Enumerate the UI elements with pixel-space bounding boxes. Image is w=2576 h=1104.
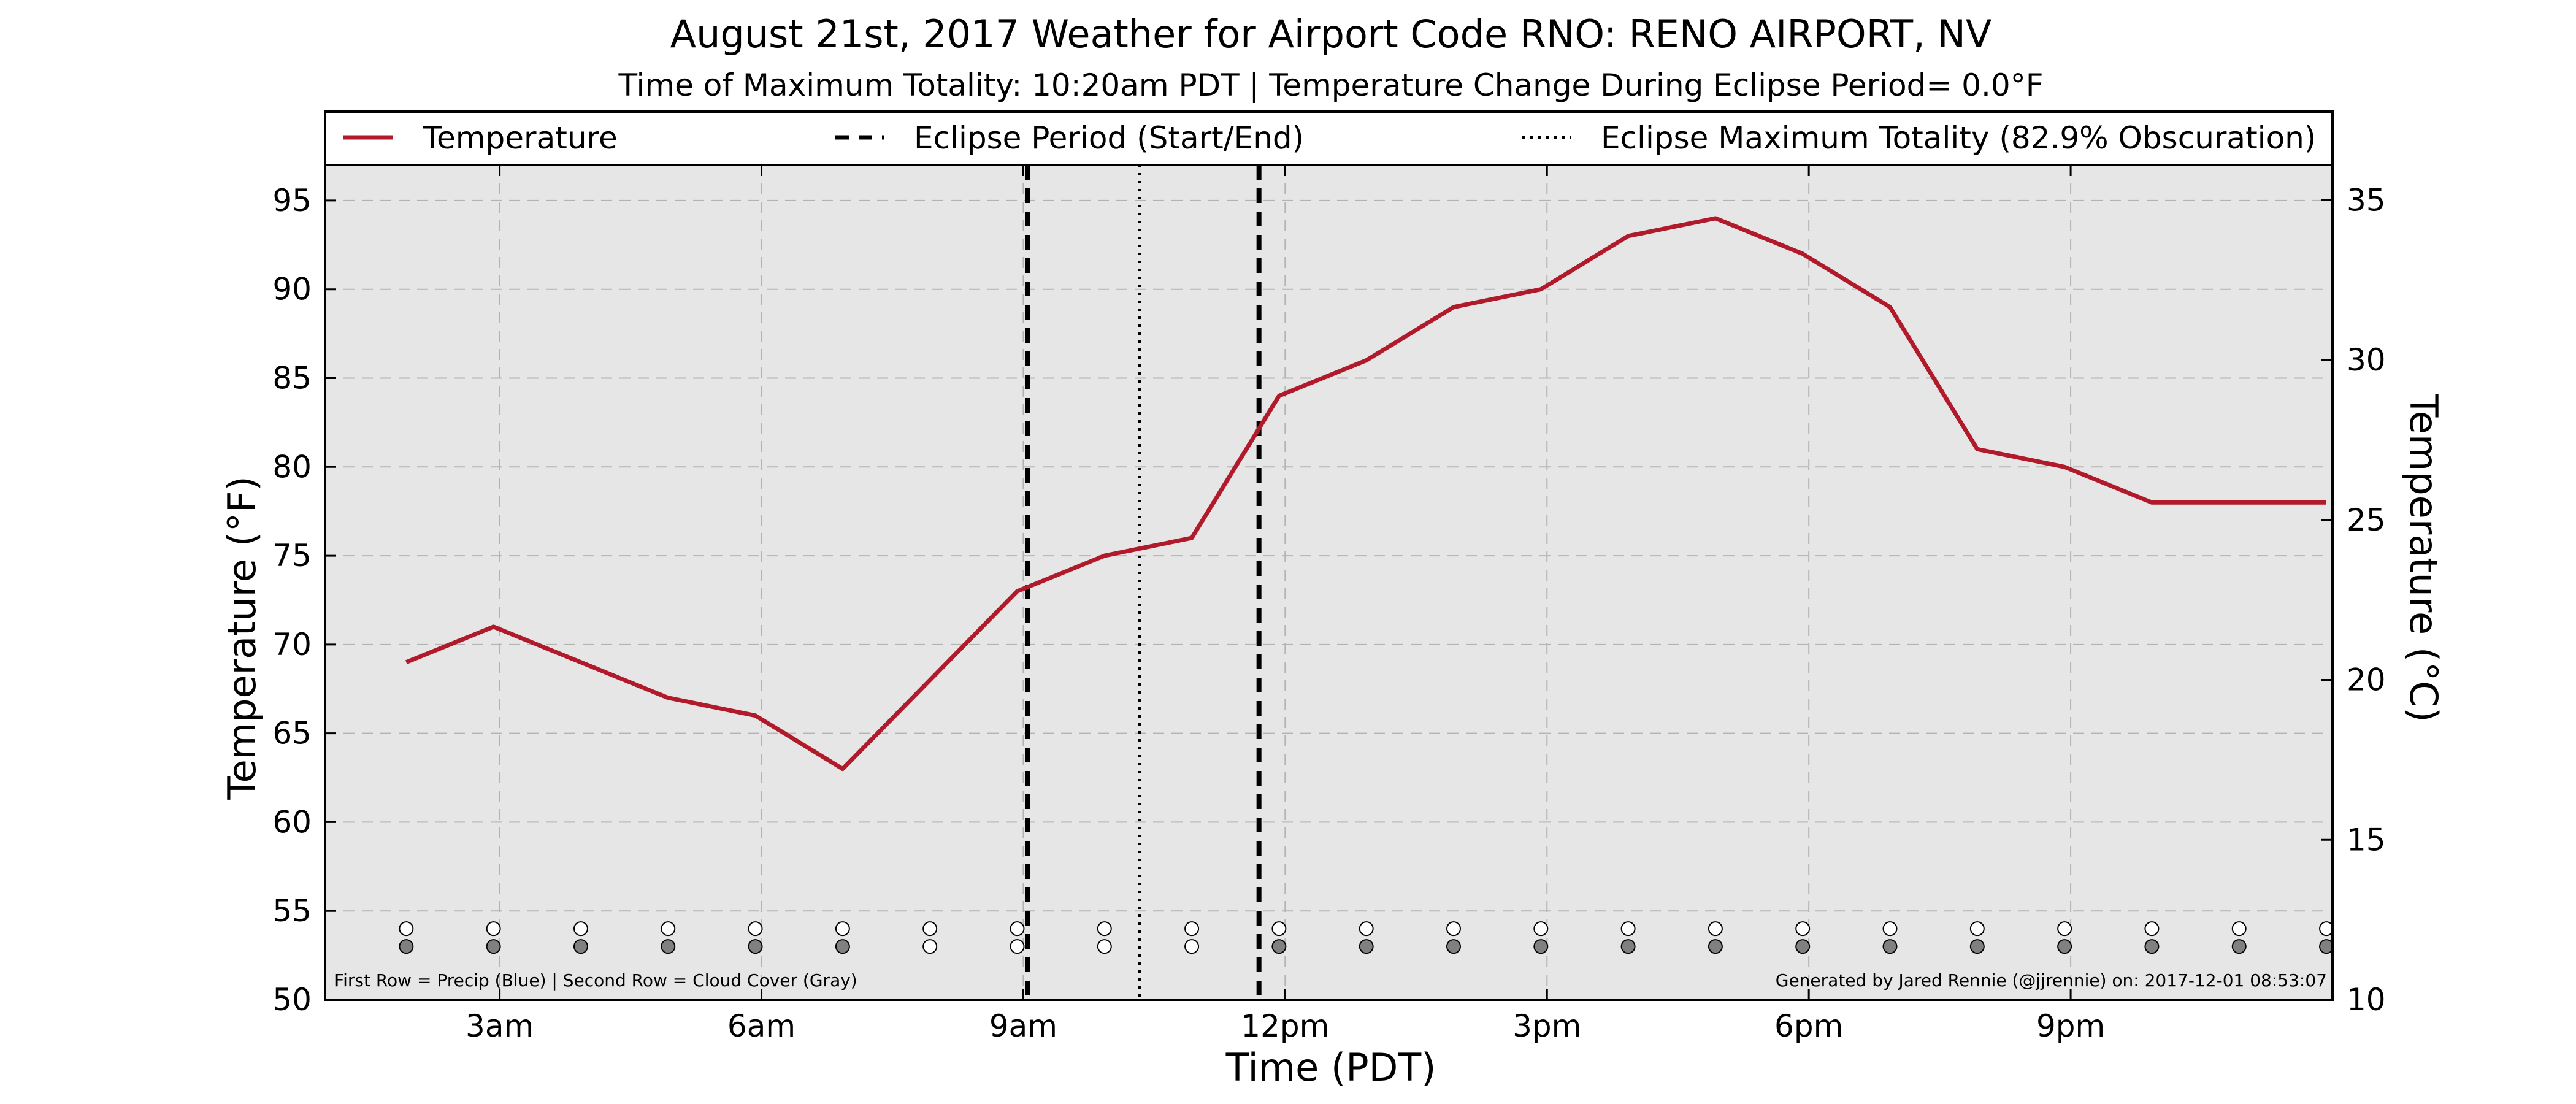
cloud-cover-marker: [2231, 939, 2247, 954]
cloud-cover-marker: [1184, 939, 1200, 954]
precip-marker: [1969, 921, 1985, 937]
grid-lines: [325, 165, 2333, 1000]
x-tick-label: 3pm: [1512, 1008, 1581, 1044]
cloud-cover-marker: [1969, 939, 1985, 954]
y-axis-ticks: 50 55 60 65 70 75 80 85 90 95: [272, 183, 336, 1018]
y-tick-label: 75: [272, 538, 312, 573]
precip-marker: [922, 921, 938, 937]
y-axis-label: Temperature (°F): [220, 476, 264, 800]
cloud-cover-marker: [1533, 939, 1549, 954]
legend-label-temperature: Temperature: [423, 120, 618, 156]
precip-marker: [2231, 921, 2247, 937]
chart-subtitle: Time of Maximum Totality: 10:20am PDT | …: [618, 67, 2044, 103]
precip-marker: [2144, 921, 2160, 937]
precip-marker: [661, 921, 676, 937]
legend: Temperature Eclipse Period (Start/End) E…: [324, 110, 2334, 166]
cloud-cover-marker: [573, 939, 588, 954]
eclipse-lines: [1025, 165, 1262, 1000]
y-tick-label: 70: [272, 627, 312, 662]
cloud-cover-marker: [748, 939, 763, 954]
precip-marker: [1271, 921, 1287, 937]
precip-marker: [1882, 921, 1898, 937]
cloud-cover-marker: [835, 939, 850, 954]
y2-tick-label: 25: [2347, 502, 2386, 538]
precip-marker: [1533, 921, 1549, 937]
precip-marker: [2057, 921, 2072, 937]
cloud-cover-marker: [661, 939, 676, 954]
cloud-cover-marker: [1620, 939, 1636, 954]
footnote-right: Generated by Jared Rennie (@jjrennie) on…: [1776, 970, 2327, 991]
precip-marker: [573, 921, 588, 937]
cloud-cover-marker: [399, 939, 414, 954]
precip-marker: [2319, 921, 2334, 937]
x-tick-label: 6pm: [1774, 1008, 1843, 1044]
plot-area: [325, 165, 2333, 1000]
precip-marker: [1795, 921, 1811, 937]
y-tick-label: 55: [272, 893, 312, 929]
y2-axis-ticks: 10 15 20 25 30 35: [2321, 182, 2386, 1018]
temperature-series: [405, 216, 2326, 772]
x-tick-label: 9am: [989, 1008, 1057, 1044]
precip-marker: [1708, 921, 1723, 937]
chart-title: August 21st, 2017 Weather for Airport Co…: [670, 12, 1992, 56]
y-tick-label: 60: [272, 804, 312, 840]
cloud-cover-marker: [486, 939, 501, 954]
cloud-cover-marker: [1882, 939, 1898, 954]
cloud-cover-marker: [1446, 939, 1461, 954]
y2-axis-label: Temperature (°C): [2401, 393, 2446, 722]
cloud-cover-marker: [1010, 939, 1025, 954]
precip-marker: [399, 921, 414, 937]
cloud-cover-marker: [2319, 939, 2334, 954]
cloud-cover-marker: [1271, 939, 1287, 954]
y-tick-label: 50: [272, 982, 312, 1018]
x-tick-label: 12pm: [1241, 1008, 1329, 1044]
precip-marker: [835, 921, 850, 937]
cloud-cover-marker: [1708, 939, 1723, 954]
legend-label-eclipse-period: Eclipse Period (Start/End): [914, 120, 1304, 156]
cloud-cover-marker: [1795, 939, 1811, 954]
precip-marker: [486, 921, 501, 937]
cloud-cover-marker: [1097, 939, 1112, 954]
y-tick-label: 80: [272, 449, 312, 485]
cloud-cover-marker: [1359, 939, 1374, 954]
cloud-cover-marker: [922, 939, 938, 954]
legend-box: [324, 110, 2334, 166]
cloud-cover-marker: [2144, 939, 2160, 954]
y-tick-label: 95: [272, 183, 312, 218]
x-axis-ticks: 3am 6am 9am 12pm 3pm 6pm 9pm: [466, 165, 2105, 1044]
precip-marker: [748, 921, 763, 937]
y2-tick-label: 35: [2347, 182, 2386, 218]
y-tick-label: 90: [272, 272, 312, 307]
x-axis-label: Time (PDT): [1225, 1045, 1436, 1090]
y-tick-label: 85: [272, 360, 312, 396]
footnote-left: First Row = Precip (Blue) | Second Row =…: [334, 970, 857, 991]
precip-marker: [1184, 921, 1200, 937]
precip-marker: [1097, 921, 1112, 937]
x-tick-label: 6am: [727, 1008, 795, 1044]
precip-marker: [1446, 921, 1461, 937]
x-tick-label: 9pm: [2036, 1008, 2105, 1044]
precip-marker: [1359, 921, 1374, 937]
y2-tick-label: 30: [2347, 342, 2386, 378]
y2-tick-label: 15: [2347, 822, 2386, 857]
y2-tick-label: 20: [2347, 662, 2386, 698]
precip-marker: [1010, 921, 1025, 937]
legend-label-eclipse-max: Eclipse Maximum Totality (82.9% Obscurat…: [1601, 120, 2316, 156]
temperature-line: [405, 216, 2326, 772]
y2-tick-label: 10: [2347, 982, 2386, 1018]
cloud-cover-marker: [2057, 939, 2072, 954]
y-tick-label: 65: [272, 716, 312, 751]
precip-marker: [1620, 921, 1636, 937]
x-tick-label: 3am: [466, 1008, 534, 1044]
